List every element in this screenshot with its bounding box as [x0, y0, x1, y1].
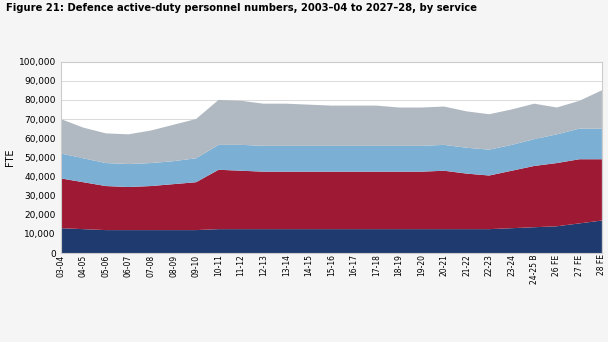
Text: Figure 21: Defence active-duty personnel numbers, 2003–04 to 2027–28, by service: Figure 21: Defence active-duty personnel… — [6, 3, 477, 13]
Y-axis label: FTE: FTE — [4, 148, 15, 166]
